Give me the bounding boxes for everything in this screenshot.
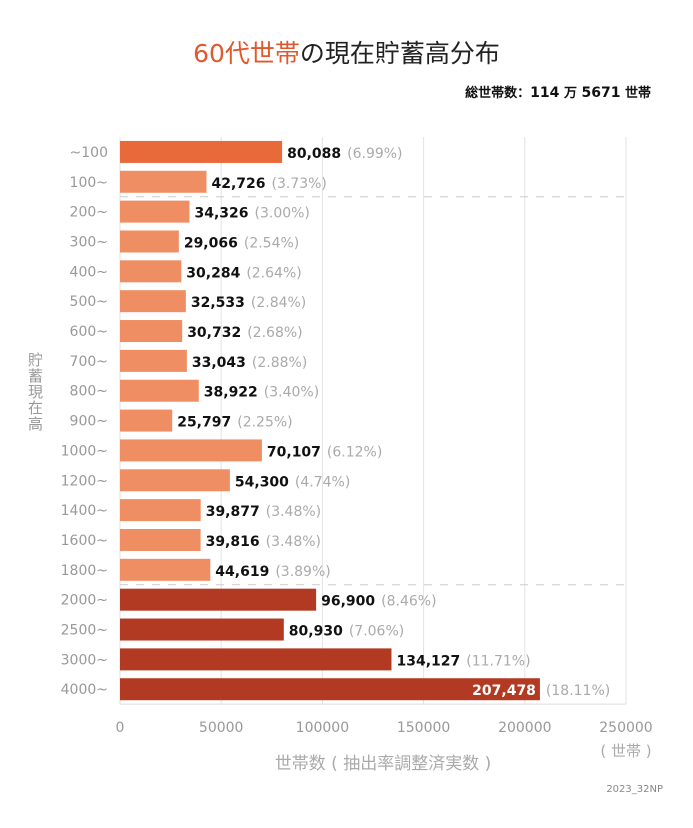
category-label: 900~ — [70, 414, 108, 430]
percent-label: (7.06%) — [349, 624, 404, 640]
bar — [120, 409, 173, 432]
bar — [120, 320, 183, 343]
title-rest: の現在貯蓄高分布 — [299, 39, 500, 68]
category-label: 1800~ — [61, 563, 108, 579]
value-label: 80,088 — [287, 146, 341, 162]
y-axis-label: 貯蓄現在高 — [26, 352, 44, 432]
category-label: 700~ — [70, 354, 108, 370]
bar — [120, 528, 201, 551]
x-axis-unit: ( 世帯 ) — [600, 742, 651, 760]
category-label: 1200~ — [61, 473, 108, 489]
percent-label: (3.48%) — [266, 504, 321, 520]
percent-label: (18.11%) — [546, 683, 610, 699]
value-label: 39,816 — [206, 534, 260, 550]
bar — [120, 588, 317, 611]
bar — [120, 469, 230, 492]
bar — [120, 648, 392, 671]
bar — [120, 499, 201, 522]
bar — [120, 260, 182, 283]
category-label: 800~ — [70, 384, 108, 400]
category-label: 300~ — [70, 234, 108, 250]
bar — [120, 618, 284, 641]
value-label: 44,619 — [215, 564, 269, 580]
category-label: 4000~ — [61, 682, 108, 698]
value-label: 42,726 — [211, 176, 265, 192]
value-label: 30,732 — [187, 325, 241, 341]
category-label: ~100 — [70, 145, 108, 161]
value-label: 80,930 — [289, 624, 343, 640]
percent-label: (6.99%) — [347, 146, 402, 162]
percent-label: (11.71%) — [466, 653, 530, 669]
percent-label: (2.88%) — [252, 355, 307, 371]
value-label: 30,284 — [186, 265, 240, 281]
percent-label: (3.73%) — [272, 176, 327, 192]
percent-label: (3.40%) — [264, 385, 319, 401]
bar — [120, 200, 190, 223]
bar — [120, 140, 283, 163]
title-highlight: 60代世帯 — [193, 39, 300, 68]
bar — [120, 290, 186, 313]
value-label: 54,300 — [235, 474, 289, 490]
x-tick-label: 0 — [116, 720, 125, 736]
category-label: 3000~ — [61, 652, 108, 668]
credit: 2023_32NP — [606, 784, 663, 795]
total-label: 総世帯数： — [465, 86, 531, 101]
value-label: 29,066 — [184, 235, 238, 251]
value-label: 39,877 — [206, 504, 260, 520]
bar — [120, 349, 187, 372]
category-label: 1400~ — [61, 503, 108, 519]
value-label: 207,478 — [472, 683, 536, 699]
category-label: 2000~ — [61, 593, 108, 609]
category-label: 600~ — [70, 324, 108, 340]
bar — [120, 678, 540, 701]
category-label: 1600~ — [61, 533, 108, 549]
category-label: 1000~ — [61, 443, 108, 459]
category-label: 400~ — [70, 264, 108, 280]
value-label: 34,326 — [194, 206, 248, 222]
total-man-unit: 万 — [563, 86, 577, 101]
bar — [120, 230, 179, 253]
percent-label: (4.74%) — [295, 474, 350, 490]
category-label: 200~ — [70, 205, 108, 221]
bar — [120, 439, 262, 462]
percent-label: (3.89%) — [275, 564, 330, 580]
category-label: 500~ — [70, 294, 108, 310]
total-households: 総世帯数：114 万 5671 世帯 — [465, 82, 651, 101]
x-tick-label: 150000 — [397, 720, 450, 736]
percent-label: (3.00%) — [255, 206, 310, 222]
x-tick-label: 250000 — [599, 720, 652, 736]
bar — [120, 558, 211, 581]
value-label: 96,900 — [321, 594, 375, 610]
x-tick-label: 50000 — [199, 720, 244, 736]
value-label: 32,533 — [191, 295, 245, 311]
value-label: 38,922 — [204, 385, 258, 401]
value-label: 134,127 — [396, 653, 460, 669]
category-label: 100~ — [70, 175, 108, 191]
percent-label: (3.48%) — [266, 534, 321, 550]
percent-label: (8.46%) — [381, 594, 436, 610]
value-label: 33,043 — [192, 355, 246, 371]
percent-label: (2.54%) — [244, 235, 299, 251]
bar — [120, 379, 199, 402]
x-axis-label: 世帯数 ( 抽出率調整済実数 ) — [275, 754, 491, 774]
x-tick-label: 100000 — [296, 720, 349, 736]
percent-label: (2.64%) — [246, 265, 301, 281]
value-label: 25,797 — [177, 415, 231, 431]
percent-label: (2.25%) — [237, 415, 292, 431]
total-unit: 世帯 — [624, 86, 651, 101]
x-tick-label: 200000 — [498, 720, 551, 736]
total-man: 114 — [530, 85, 560, 101]
total-rest: 5671 — [581, 85, 621, 101]
percent-label: (2.68%) — [247, 325, 302, 341]
category-label: 2500~ — [61, 623, 108, 639]
percent-label: (6.12%) — [327, 444, 382, 460]
value-label: 70,107 — [267, 444, 321, 460]
bar — [120, 170, 207, 193]
percent-label: (2.84%) — [251, 295, 306, 311]
chart-title: 60代世帯の現在貯蓄高分布 — [0, 34, 693, 70]
